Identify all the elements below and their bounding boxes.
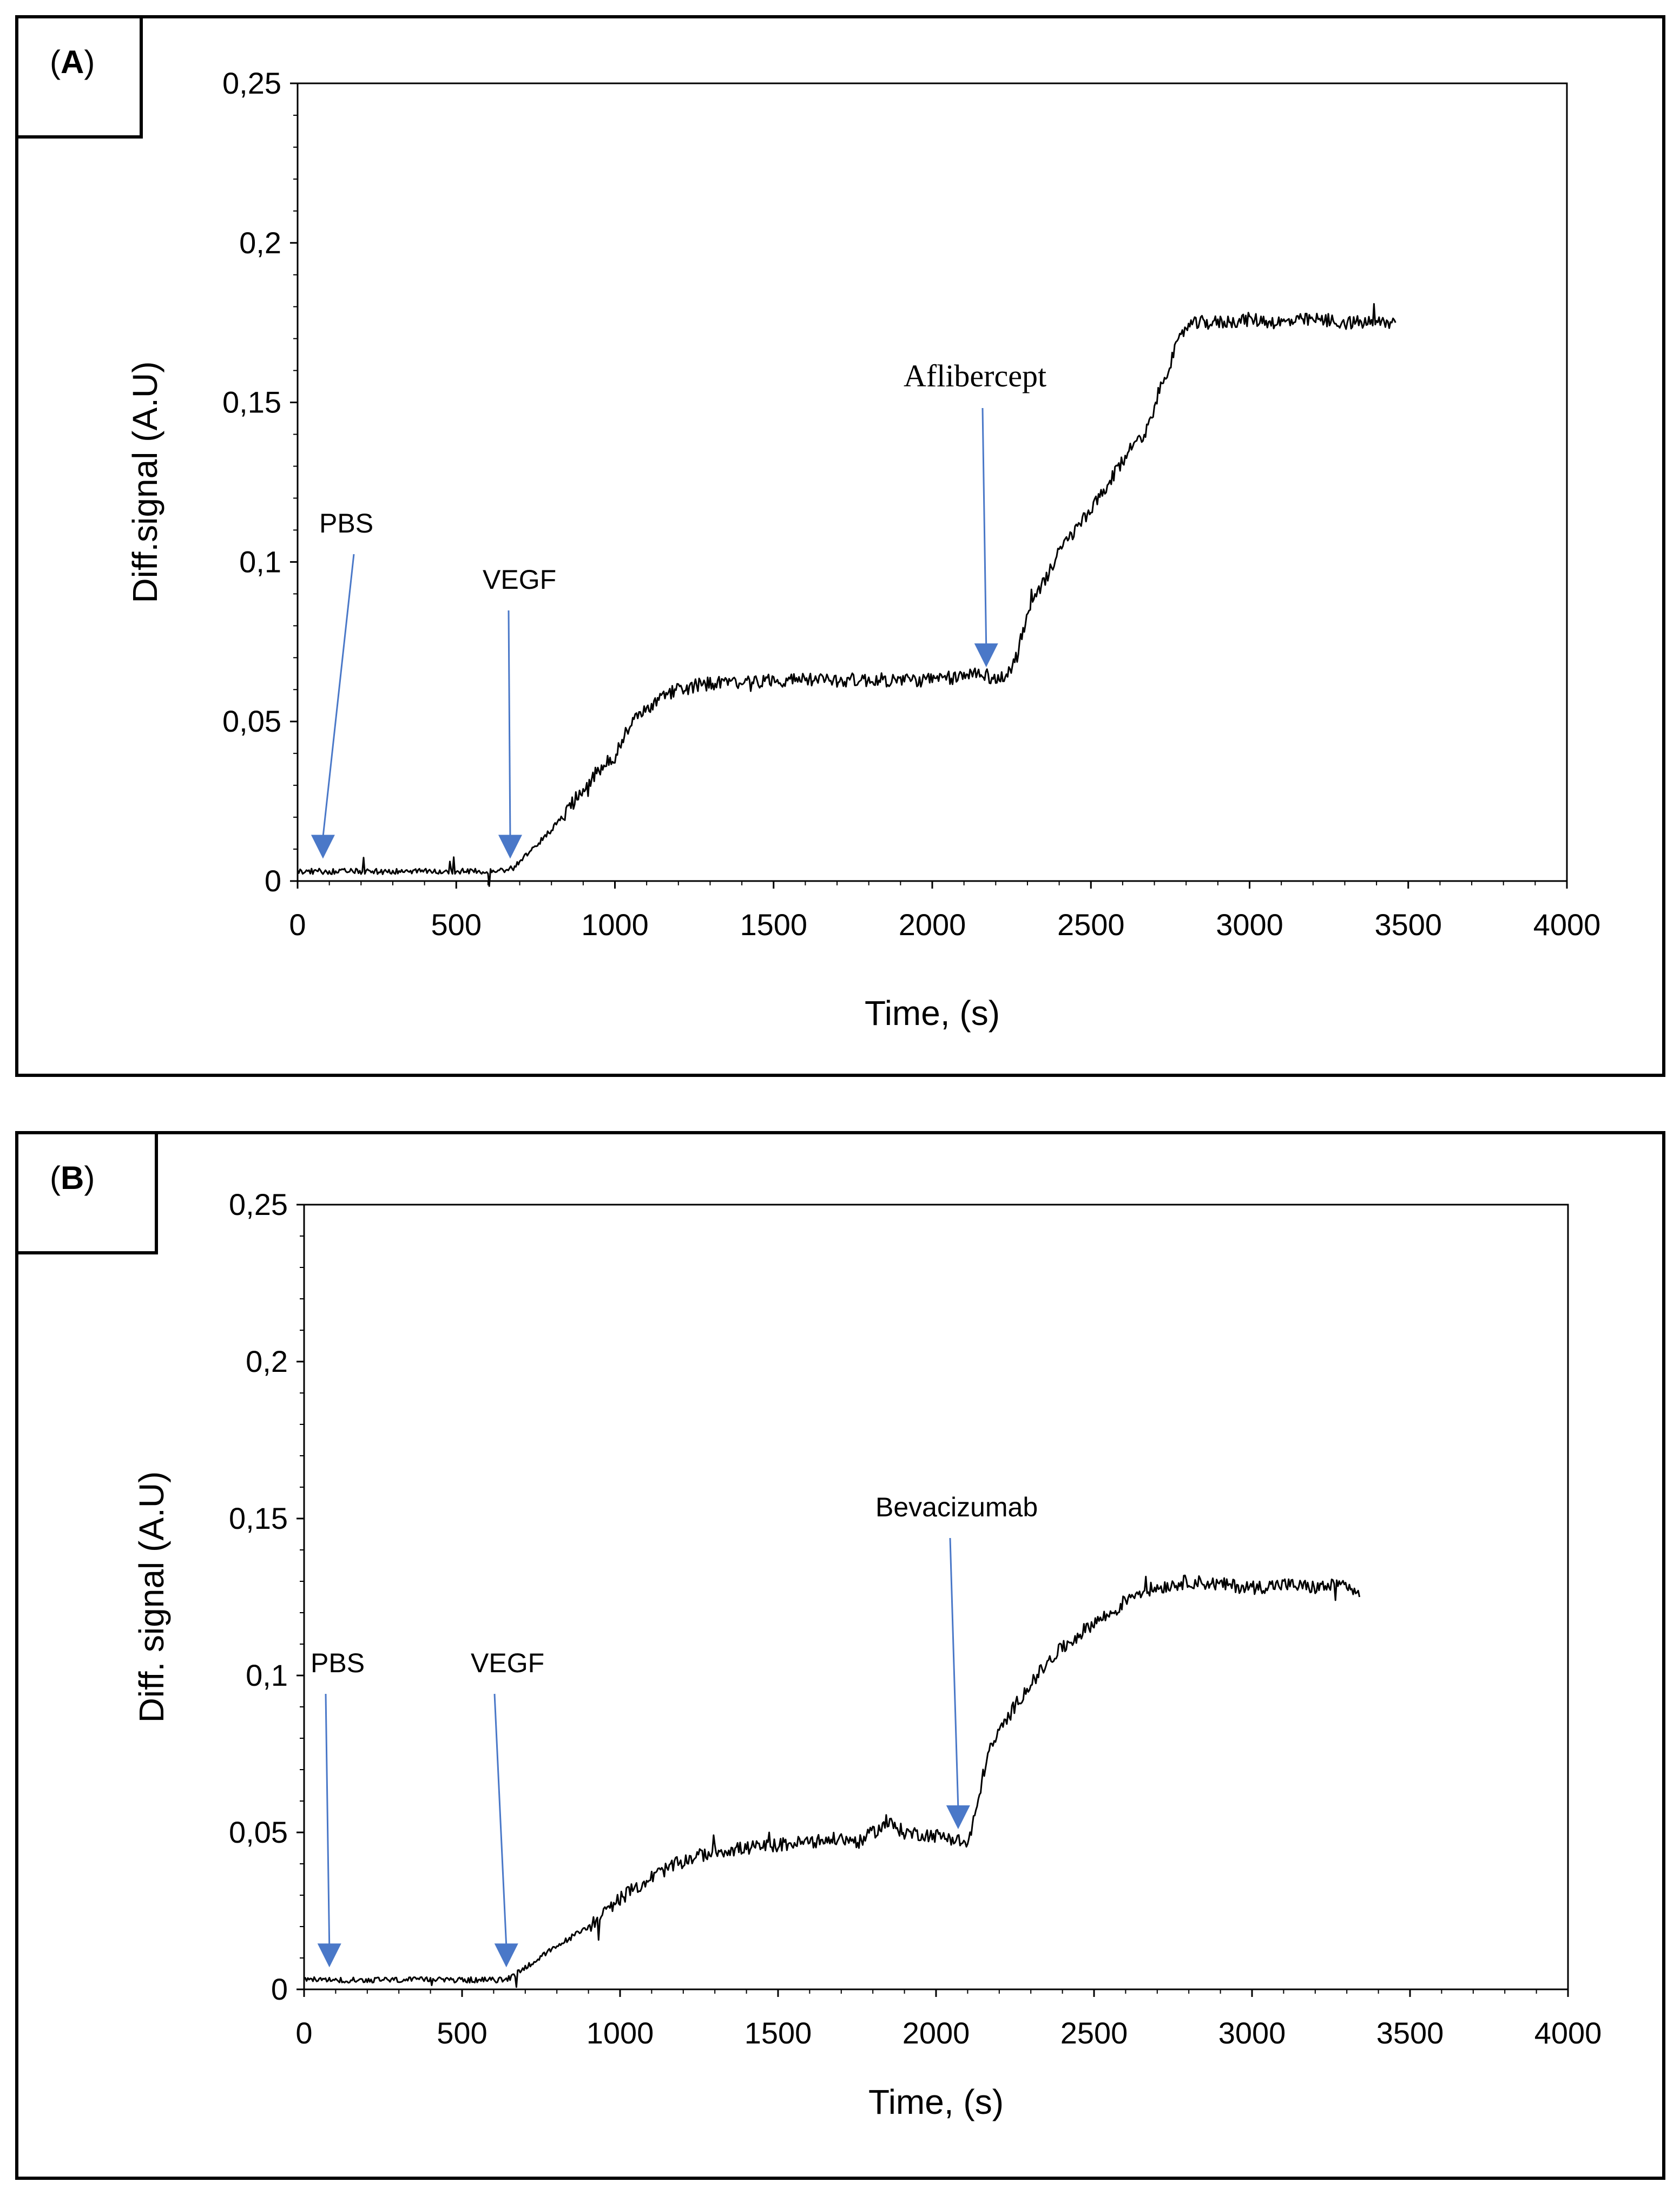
x-tick-label-a: 2500 — [1057, 908, 1125, 942]
y-tick-label-b: 0,1 — [246, 1658, 288, 1692]
plot-area-b — [303, 1204, 1569, 1990]
panel-a-label: (A) — [18, 18, 143, 139]
chart-b-svg: 0 0,05 0,1 0,15 0,2 0,25 0 500 1000 1500 2000 2500 3… — [132, 1187, 1602, 2121]
x-tick-label-b: 3000 — [1218, 2016, 1286, 2050]
x-tick-label-b: 2000 — [902, 2016, 970, 2050]
series-line-b — [304, 1574, 1361, 1988]
annotation-arrow-head-a — [311, 834, 335, 859]
x-axis-title-a: Time, (s) — [865, 994, 1000, 1033]
panel-b-letter: B — [60, 1160, 84, 1196]
y-tick-label-a: 0,15 — [222, 385, 281, 419]
annotation-arrow-line-a — [508, 610, 511, 837]
panel-a: (A) 0 0,05 0,1 0,15 0,2 0,25 0 500 1000 1500 2000 2… — [15, 15, 1665, 1077]
y-axis-title-a: Diff.signal (A.U) — [126, 362, 164, 603]
x-tick-label-a: 2000 — [899, 908, 966, 942]
y-tick-label-b: 0,2 — [246, 1344, 288, 1378]
x-tick-label-b: 4000 — [1534, 2016, 1602, 2050]
annotation-label-a: PBS — [319, 508, 373, 538]
annotation-arrow-head-b — [494, 1943, 518, 1968]
annotation-label-b: Bevacizumab — [875, 1492, 1038, 1522]
x-tick-label-a: 500 — [431, 908, 482, 942]
x-tick-label-a: 1000 — [581, 908, 649, 942]
annotation-arrow-head-b — [946, 1805, 970, 1829]
x-tick-label-a: 0 — [289, 908, 306, 942]
x-tick-label-b: 0 — [295, 2016, 312, 2050]
y-tick-label-a: 0 — [265, 864, 281, 898]
x-tick-label-a: 3500 — [1374, 908, 1442, 942]
y-tick-label-b: 0,15 — [229, 1501, 288, 1535]
plot-area-a — [297, 82, 1568, 882]
panel-b: (B) 0 0,05 0,1 0,15 0,2 0,25 0 500 1000 1500 2000 2… — [15, 1131, 1665, 2180]
series-line-a — [297, 303, 1396, 887]
x-tick-label-b: 3500 — [1376, 2016, 1444, 2050]
chart-a-svg: 0 0,05 0,1 0,15 0,2 0,25 0 500 1000 1500 2000 2500 3… — [126, 66, 1601, 1033]
y-tick-label-a: 0,05 — [222, 704, 281, 738]
annotation-arrow-head-b — [317, 1943, 341, 1968]
y-axis-title-b: Diff. signal (A.U) — [132, 1471, 171, 1723]
annotation-arrow-head-a — [974, 643, 998, 667]
annotation-arrow-line-b — [325, 1693, 331, 1946]
annotation-label-a: Aflibercept — [904, 358, 1046, 393]
annotation-arrow-line-a — [322, 554, 355, 837]
annotation-arrow-line-a — [981, 408, 987, 646]
annotation-label-b: VEGF — [471, 1648, 544, 1678]
annotation-arrow-line-b — [493, 1693, 508, 1946]
x-tick-label-a: 3000 — [1216, 908, 1283, 942]
annotation-label-a: VEGF — [483, 564, 556, 595]
y-tick-label-b: 0,05 — [229, 1815, 288, 1849]
annotation-label-b: PBS — [311, 1648, 365, 1678]
x-tick-label-a: 1500 — [740, 908, 807, 942]
x-axis-title-b: Time, (s) — [868, 2082, 1004, 2121]
y-tick-label-a: 0,1 — [239, 544, 281, 579]
panel-a-letter: A — [60, 44, 84, 80]
y-tick-label-a: 0,2 — [239, 226, 281, 260]
annotation-arrow-line-b — [949, 1537, 959, 1808]
y-tick-label-b: 0 — [271, 1972, 288, 2006]
x-tick-label-b: 500 — [437, 2016, 487, 2050]
panel-b-label: (B) — [18, 1134, 158, 1254]
y-tick-label-b: 0,25 — [229, 1187, 288, 1221]
annotation-arrow-head-a — [498, 834, 522, 859]
x-tick-label-b: 2500 — [1060, 2016, 1128, 2050]
x-tick-label-b: 1000 — [587, 2016, 654, 2050]
x-tick-label-a: 4000 — [1533, 908, 1601, 942]
x-tick-label-b: 1500 — [745, 2016, 812, 2050]
y-tick-label-a: 0,25 — [222, 66, 281, 100]
